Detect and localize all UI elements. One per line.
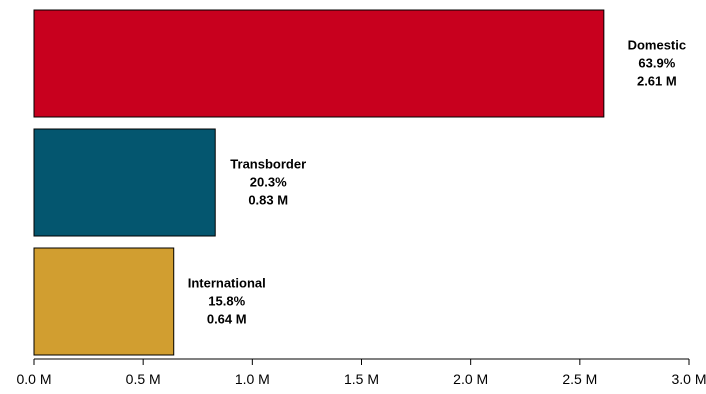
- bar-domestic: [33, 9, 605, 118]
- label-value: 0.83 M: [248, 193, 288, 208]
- label-value: 0.64 M: [207, 312, 247, 327]
- data-label-domestic: Domestic 63.9% 2.61 M: [628, 38, 687, 89]
- x-axis: 0.0 M 0.5 M 1.0 M 1.5 M 2.0 M 2.5 M 3.0 M: [16, 358, 706, 387]
- x-tick-label: 3.0 M: [671, 371, 706, 387]
- x-tick-label: 2.5 M: [562, 371, 597, 387]
- x-tick-label: 0.5 M: [126, 371, 161, 387]
- data-label-transborder: Transborder 20.3% 0.83 M: [230, 157, 306, 208]
- bar-transborder: [33, 128, 216, 237]
- x-tick-label: 2.0 M: [453, 371, 488, 387]
- label-percentage: 15.8%: [208, 294, 245, 309]
- label-percentage: 20.3%: [250, 175, 287, 190]
- label-category: Transborder: [230, 157, 306, 172]
- x-tick-label: 1.0 M: [235, 371, 270, 387]
- x-tick-label: 1.5 M: [344, 371, 379, 387]
- bar-international: [33, 247, 175, 356]
- label-category: International: [188, 276, 266, 291]
- x-tick-label: 0.0 M: [16, 371, 51, 387]
- data-label-international: International 15.8% 0.64 M: [188, 276, 266, 327]
- label-value: 2.61 M: [637, 74, 677, 89]
- label-percentage: 63.9%: [638, 56, 675, 71]
- data-labels-group: Domestic 63.9% 2.61 M Transborder 20.3% 0.83 …: [188, 38, 686, 327]
- bars-group: [33, 9, 605, 356]
- label-category: Domestic: [628, 38, 687, 53]
